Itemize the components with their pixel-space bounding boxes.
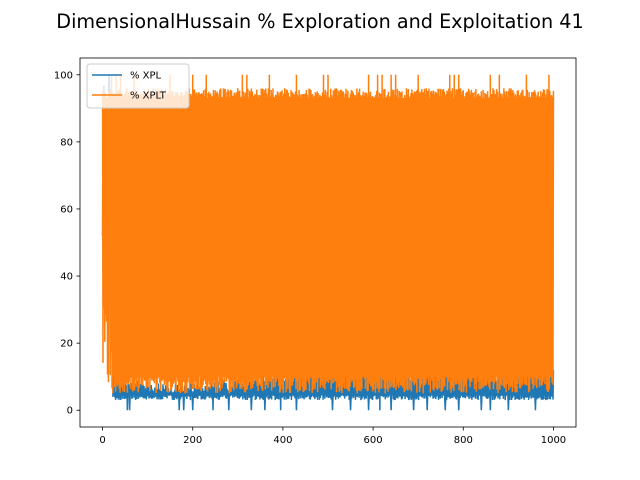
y-tick-label: 60 — [60, 204, 73, 215]
x-tick-label: 600 — [364, 435, 383, 446]
y-axis: 0 20 40 60 80 100 — [54, 70, 80, 417]
x-tick-label: 400 — [273, 435, 292, 446]
chart-title: DimensionalHussain % Exploration and Exp… — [56, 10, 583, 33]
x-tick-label: 800 — [454, 435, 473, 446]
y-tick-label: 80 — [60, 137, 73, 148]
y-tick-label: 40 — [60, 272, 73, 283]
y-tick-label: 100 — [54, 70, 73, 81]
x-axis: 0 200 400 600 800 1000 — [99, 427, 566, 446]
y-tick-label: 0 — [67, 406, 73, 417]
legend: % XPL % XPLT — [86, 63, 190, 109]
x-tick-label: 1000 — [541, 435, 566, 446]
series-line-xplt — [101, 74, 555, 394]
x-tick-label: 0 — [99, 435, 105, 446]
y-tick-label: 20 — [60, 339, 73, 350]
plot-area — [101, 74, 555, 411]
legend-label: % XPL — [130, 71, 162, 82]
x-tick-label: 200 — [183, 435, 202, 446]
axes-frame — [79, 57, 577, 428]
legend-label: % XPLT — [130, 91, 167, 102]
